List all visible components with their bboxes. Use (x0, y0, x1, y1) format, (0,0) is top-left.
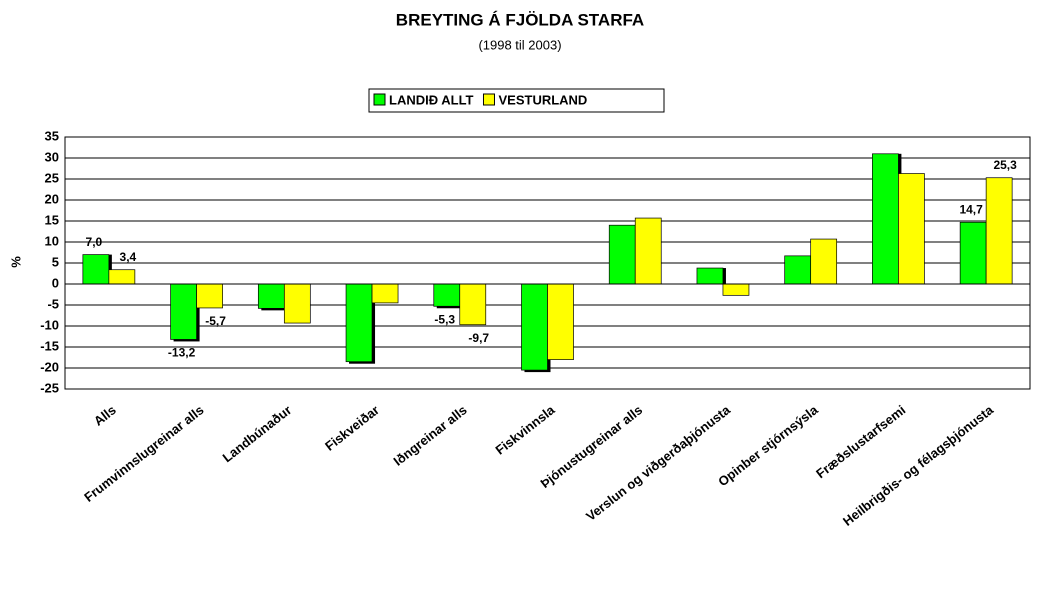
bar (371, 283, 399, 304)
bar (696, 267, 724, 285)
y-tick-label: 15 (45, 212, 59, 227)
data-label: -5,3 (434, 312, 455, 326)
bar (898, 173, 925, 285)
y-tick-label: 25 (45, 170, 59, 185)
y-tick-label: -25 (40, 380, 59, 395)
bar (547, 283, 574, 360)
y-tick-label: 35 (45, 128, 59, 143)
bar (634, 217, 662, 285)
y-tick-label: 5 (52, 254, 59, 269)
x-tick-label: Alls (91, 402, 119, 428)
bar (722, 283, 750, 296)
x-tick-label: Landbúnaður (220, 402, 295, 465)
bar (283, 283, 311, 324)
legend-label: VESTURLAND (498, 92, 587, 107)
bar (196, 283, 223, 309)
x-tick-label: Heilbrigðis- og félagsþjónusta (840, 402, 997, 529)
y-tick-label: 30 (45, 149, 59, 164)
chart-title: BREYTING Á FJÖLDA STARFA (396, 10, 644, 29)
legend-label: LANDIÐ ALLT (389, 92, 474, 107)
data-label: -9,7 (468, 331, 489, 345)
y-tick-label: 10 (45, 233, 59, 248)
y-tick-label: 0 (52, 275, 59, 290)
bar (872, 153, 899, 285)
data-label: -13,2 (168, 346, 196, 360)
bar (82, 254, 110, 285)
bar (257, 283, 285, 309)
data-label: -5,7 (205, 314, 226, 328)
bar (521, 283, 548, 371)
data-label: 25,3 (993, 158, 1017, 172)
legend-swatch (373, 93, 386, 106)
y-tick-label: 20 (45, 191, 59, 206)
legend-box (368, 88, 665, 113)
bar (170, 283, 197, 340)
bar (345, 283, 373, 363)
y-tick-label: -15 (40, 338, 59, 353)
x-tick-label: Fiskvinnsla (492, 402, 558, 458)
bar (108, 269, 136, 285)
bar (985, 177, 1013, 285)
y-axis-label: % (8, 256, 23, 268)
bar (459, 283, 487, 326)
bar (608, 224, 636, 285)
data-label: 7,0 (86, 235, 103, 249)
x-tick-label: Iðngreinar alls (390, 402, 469, 469)
chart-subtitle: (1998 til 2003) (478, 37, 561, 52)
legend-swatch (482, 93, 495, 106)
x-tick-label: Verslun og viðgerðaþjónusta (583, 402, 733, 524)
bar (433, 283, 461, 307)
data-label: 14,7 (959, 202, 983, 216)
bar (959, 221, 987, 285)
x-tick-label: Fræðslustarfsemi (813, 402, 908, 481)
y-tick-label: -10 (40, 317, 59, 332)
x-tick-label: Fiskveiðar (322, 402, 382, 453)
y-tick-label: -20 (40, 359, 59, 374)
data-label: 3,4 (120, 250, 137, 264)
bar (784, 255, 812, 285)
y-tick-label: -5 (47, 296, 59, 311)
bar (810, 238, 838, 285)
